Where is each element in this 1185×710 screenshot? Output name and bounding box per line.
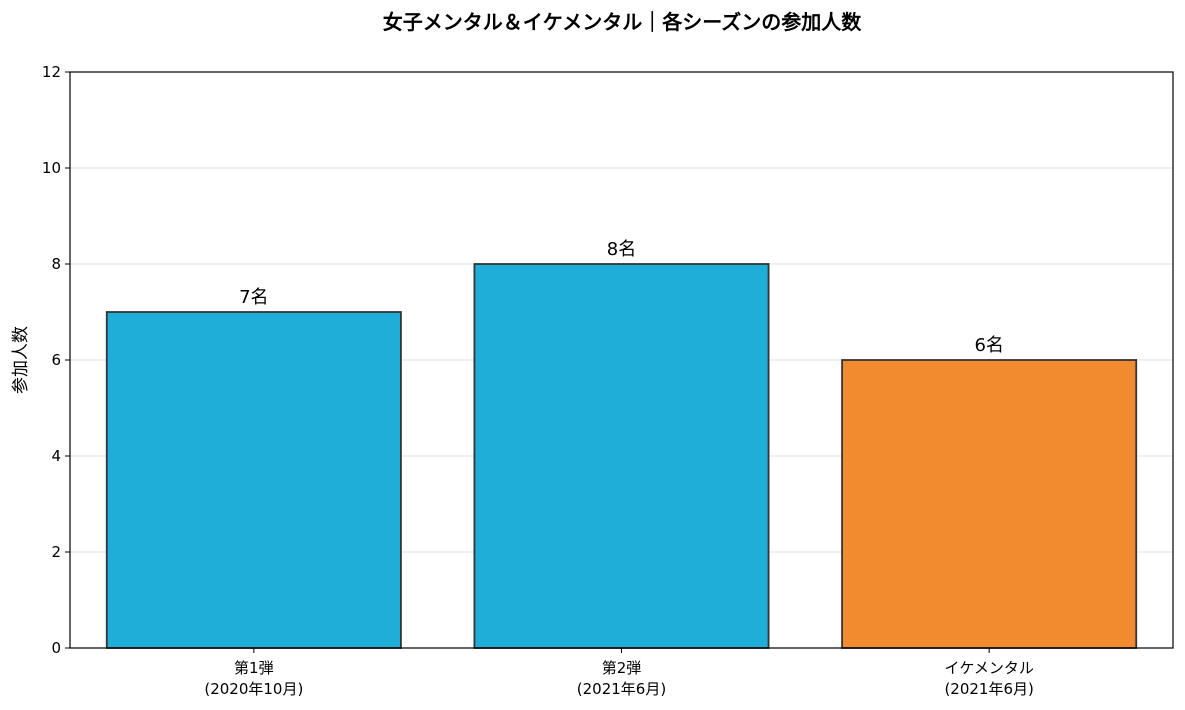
- data-label: 6名: [974, 335, 1003, 356]
- x-tick-label: (2021年6月): [944, 680, 1033, 698]
- x-tick-label: (2021年6月): [577, 680, 666, 698]
- x-tick-label: イケメンタル: [944, 659, 1034, 677]
- x-tick-label: 第2弾: [602, 659, 642, 677]
- bar: [105, 311, 402, 649]
- y-tick-label: 6: [51, 351, 61, 369]
- y-tick-label: 10: [42, 159, 61, 177]
- x-axis-ticks: 第1弾 (2020年10月) 第2弾 (2021年6月) イケメンタル (2021年6月): [204, 648, 1034, 698]
- y-tick-label: 4: [51, 447, 61, 465]
- x-tick-label: (2020年10月): [204, 680, 303, 698]
- data-label: 7名: [239, 287, 268, 308]
- data-labels: 7名 8名 6名: [239, 239, 1004, 356]
- y-tick-label: 8: [51, 255, 61, 273]
- bar: [473, 263, 770, 649]
- data-label: 8名: [607, 239, 636, 260]
- y-axis-ticks: 0 2 4 6 8 10 12: [42, 63, 70, 657]
- y-tick-label: 12: [42, 63, 61, 81]
- bar: [841, 359, 1138, 649]
- x-tick-label: 第1弾: [234, 659, 274, 677]
- y-axis-label: 参加人数: [11, 326, 31, 394]
- y-tick-label: 0: [51, 639, 61, 657]
- y-tick-label: 2: [51, 543, 61, 561]
- bars: [105, 263, 1138, 649]
- chart-title: 女子メンタル＆イケメンタル｜各シーズンの参加人数: [383, 10, 862, 34]
